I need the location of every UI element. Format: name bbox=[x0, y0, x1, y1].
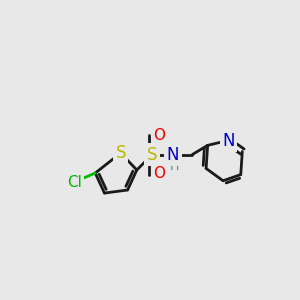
Text: H: H bbox=[170, 160, 179, 173]
Text: N: N bbox=[222, 132, 235, 150]
Text: Cl: Cl bbox=[67, 175, 82, 190]
Text: S: S bbox=[147, 146, 158, 164]
Text: O: O bbox=[153, 166, 165, 181]
Text: N: N bbox=[167, 146, 179, 164]
Text: O: O bbox=[153, 128, 165, 143]
Text: S: S bbox=[116, 144, 126, 162]
